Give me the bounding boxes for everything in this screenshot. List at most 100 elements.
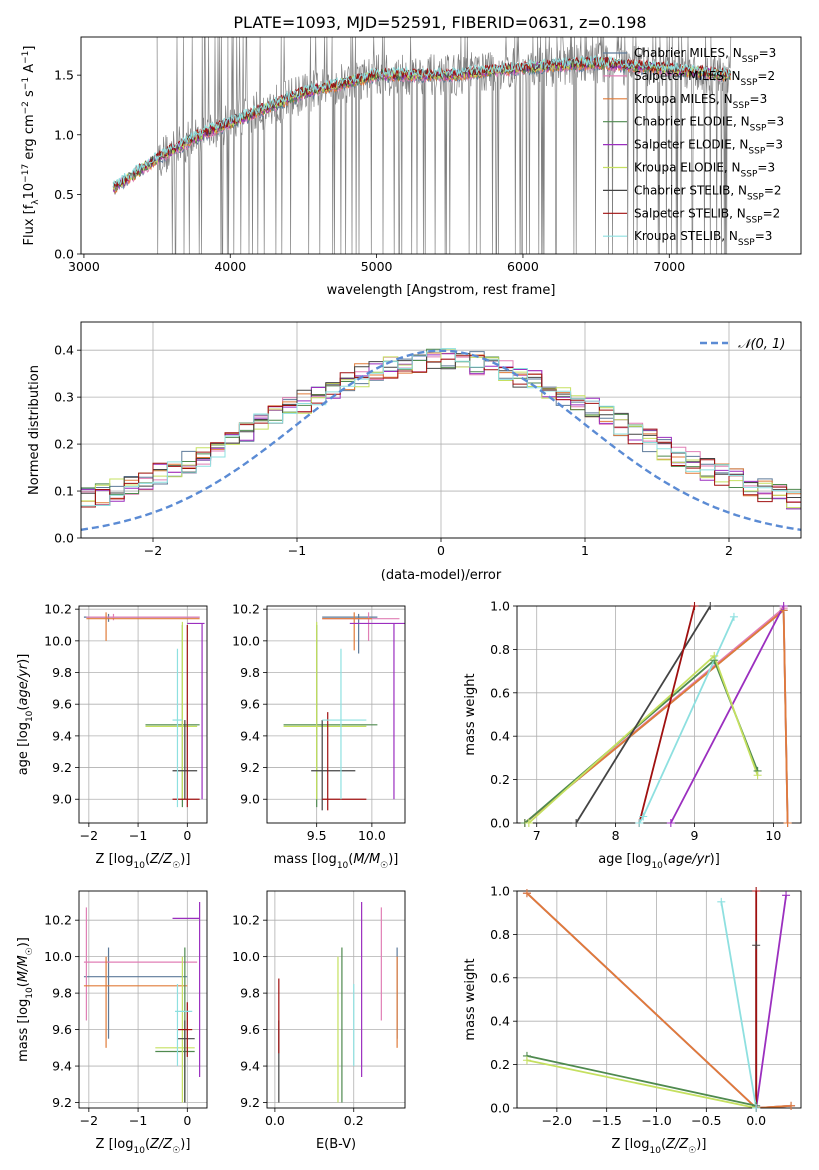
x-tick-label: 7 [533, 828, 541, 843]
mass-weight-marker [782, 891, 791, 900]
x-axis-label: Z [log10(Z/Z☉)] [96, 1137, 191, 1156]
model-spectrum-line [112, 54, 731, 188]
histogram-step [81, 348, 801, 509]
x-tick-label: −2.0 [542, 1113, 572, 1128]
panel-massweight_vs_Z: −2.0 −1.5 −1.0 −0.5 0.0 0.0 0.2 0.4 0.6 0.8 1.0 Z [… [463, 884, 802, 1156]
mass-weight-marker [522, 1056, 531, 1065]
observed-spectrum-line [156, 37, 732, 254]
y-tick-label: 0.1 [54, 484, 74, 499]
mass-weight-marker [717, 897, 726, 906]
y-axis-label: age [log10(age/yr)] [16, 654, 35, 776]
y-tick-label: 0.0 [490, 1101, 510, 1116]
y-tick-label: 9.8 [240, 986, 260, 1001]
y-tick-label: 9.8 [52, 665, 72, 680]
x-tick-label: 0 [437, 543, 445, 558]
plot-area [83, 901, 201, 1103]
x-tick-label: 0.0 [265, 1113, 285, 1128]
plot-area [526, 891, 792, 1108]
mass-weight-line [524, 658, 759, 823]
y-tick-label: 9.2 [52, 760, 72, 775]
panel-spectrum: 3000 4000 5000 6000 7000 0.0 0.5 1.0 1.5 waveleng… [21, 36, 802, 298]
y-tick-label: 10.0 [44, 633, 72, 648]
x-tick-label: −0.5 [691, 1113, 721, 1128]
y-tick-label: 0.4 [54, 343, 74, 358]
panel-residuals: −2 −1 0 1 2 0.0 0.1 0.2 0.3 0.4 𝒩(0, 1) (data-model… [27, 321, 802, 583]
legend: Chabrier MILES, NSSP=3 Salpeter MILES, NS… [603, 46, 784, 248]
mass-weight-marker [753, 771, 762, 780]
x-tick-label: 6000 [507, 259, 539, 274]
panel-massweight_vs_age: 7 8 9 10 0.0 0.2 0.4 0.6 0.8 1.0 age [log10(age/yr… [463, 599, 802, 871]
legend-entry: Chabrier STELIB, NSSP=2 [634, 183, 782, 202]
mass-weight-line [526, 1059, 757, 1108]
y-tick-label: 9.2 [240, 1095, 260, 1110]
mass-weight-line [526, 1055, 757, 1107]
y-tick-label: 0.4 [490, 1014, 510, 1029]
x-tick-label: 4000 [214, 259, 246, 274]
plot-area [278, 901, 398, 1103]
mass-weight-line [528, 654, 759, 823]
y-tick-label: 0.8 [490, 927, 510, 942]
y-tick-label: 9.6 [240, 1022, 260, 1037]
y-tick-label: 10.0 [232, 633, 260, 648]
axes-frame [80, 36, 802, 255]
legend-entry: 𝒩(0, 1) [738, 337, 785, 352]
axes-frame [80, 321, 802, 539]
y-tick-label: 9.4 [52, 1059, 72, 1074]
y-tick-label: 9.4 [240, 1059, 260, 1074]
x-tick-label: −1.0 [641, 1113, 671, 1128]
x-tick-label: −1.5 [592, 1113, 622, 1128]
x-axis-label: age [log10(age/yr)] [598, 852, 720, 871]
mass-weight-marker [787, 1101, 796, 1110]
legend-entry: Chabrier MILES, NSSP=3 [634, 46, 776, 65]
y-tick-label: 9.2 [52, 1095, 72, 1110]
y-tick-label: 9.0 [52, 792, 72, 807]
plot-area [524, 606, 789, 823]
y-tick-label: 10.2 [44, 602, 72, 617]
mass-weight-line [526, 892, 792, 1108]
mass-weight-line [670, 606, 785, 823]
x-axis-label: (data-model)/error [381, 568, 502, 583]
x-tick-label: 5000 [361, 259, 393, 274]
x-axis-label: Z [log10(Z/Z☉)] [96, 852, 191, 871]
mass-weight-marker [779, 602, 788, 610]
mass-weight-marker [706, 602, 715, 610]
mass-weight-marker [752, 1104, 761, 1112]
legend-entry: Salpeter STELIB, NSSP=2 [634, 206, 780, 225]
y-tick-label: 9.6 [240, 697, 260, 712]
figure-title: PLATE=1093, MJD=52591, FIBERID=0631, z=0… [233, 13, 646, 32]
mass-weight-line [638, 606, 696, 823]
mass-weight-marker [666, 819, 675, 827]
y-tick-label: 0.6 [490, 970, 510, 985]
y-tick-label: 9.2 [240, 760, 260, 775]
gaussian-curve [81, 349, 801, 531]
y-tick-label: 0.4 [490, 729, 510, 744]
axes-frame [78, 605, 208, 824]
x-tick-label: −2 [80, 1113, 98, 1128]
x-tick-label: 9.5 [307, 828, 327, 843]
x-tick-label: 3000 [68, 259, 100, 274]
histogram-step [81, 355, 801, 508]
x-tick-label: 7000 [653, 259, 685, 274]
x-tick-label: −1 [288, 543, 306, 558]
x-tick-label: 8 [612, 828, 620, 843]
mass-weight-marker [572, 819, 581, 827]
x-tick-label: 0.2 [344, 1113, 364, 1128]
x-tick-label: 9 [691, 828, 699, 843]
y-tick-label: 9.0 [240, 792, 260, 807]
y-axis-label: mass weight [463, 958, 478, 1040]
y-tick-label: 0.2 [490, 1057, 510, 1072]
mass-weight-marker [729, 612, 738, 621]
x-tick-label: 0 [183, 828, 191, 843]
x-tick-label: −2 [80, 828, 98, 843]
y-tick-label: 9.4 [240, 728, 260, 743]
mass-weight-marker [522, 889, 531, 898]
y-tick-label: 0.0 [490, 816, 510, 831]
axes-frame [516, 890, 802, 1109]
y-tick-label: 1.0 [54, 127, 74, 142]
mass-weight-marker [752, 941, 761, 950]
y-tick-label: 1.0 [490, 884, 510, 899]
panel-age_vs_mass: 9.5 10.0 9.0 9.2 9.4 9.6 9.8 10.0 10.2 mass [log1… [232, 602, 406, 871]
y-axis-label: mass weight [463, 673, 478, 755]
mass-weight-marker [639, 812, 648, 821]
